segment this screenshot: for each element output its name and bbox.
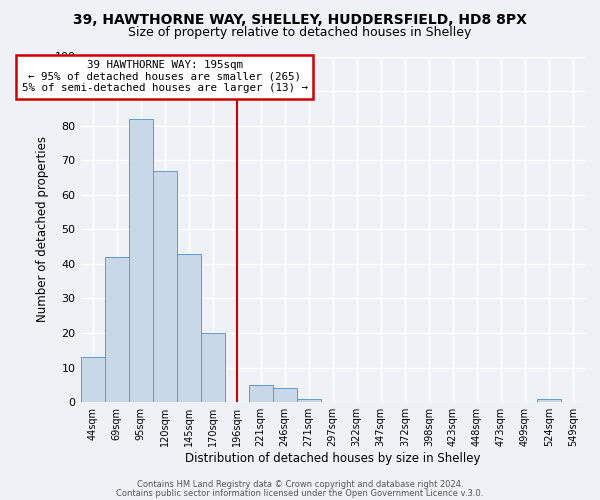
Text: Contains HM Land Registry data © Crown copyright and database right 2024.: Contains HM Land Registry data © Crown c… [137, 480, 463, 489]
Text: Size of property relative to detached houses in Shelley: Size of property relative to detached ho… [128, 26, 472, 39]
X-axis label: Distribution of detached houses by size in Shelley: Distribution of detached houses by size … [185, 452, 481, 465]
Bar [200, 333, 224, 402]
Y-axis label: Number of detached properties: Number of detached properties [36, 136, 49, 322]
Bar [248, 385, 272, 402]
Bar [128, 118, 152, 402]
Text: 39 HAWTHORNE WAY: 195sqm
← 95% of detached houses are smaller (265)
5% of semi-d: 39 HAWTHORNE WAY: 195sqm ← 95% of detach… [22, 60, 308, 93]
Bar [537, 399, 561, 402]
Bar [152, 170, 176, 402]
Bar [176, 254, 200, 402]
Bar [80, 358, 104, 402]
Bar [272, 388, 297, 402]
Text: Contains public sector information licensed under the Open Government Licence v.: Contains public sector information licen… [116, 488, 484, 498]
Text: 39, HAWTHORNE WAY, SHELLEY, HUDDERSFIELD, HD8 8PX: 39, HAWTHORNE WAY, SHELLEY, HUDDERSFIELD… [73, 12, 527, 26]
Bar [104, 257, 128, 402]
Bar [297, 399, 321, 402]
